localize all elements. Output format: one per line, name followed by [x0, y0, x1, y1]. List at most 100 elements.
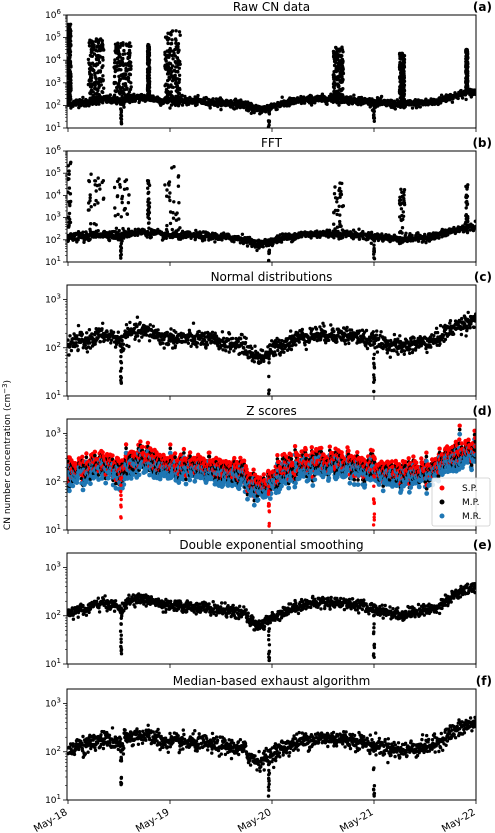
data-point	[120, 194, 125, 199]
data-point	[219, 107, 223, 112]
data-point	[128, 94, 132, 98]
data-point	[97, 183, 102, 187]
data-point	[372, 243, 376, 247]
data-point	[437, 236, 441, 240]
data-point	[115, 68, 120, 72]
data-point	[94, 223, 98, 227]
data-point	[338, 78, 342, 83]
data-point	[242, 346, 246, 350]
data-point	[165, 233, 170, 237]
data-point	[88, 227, 92, 231]
data-point	[213, 331, 217, 335]
data-point	[69, 160, 73, 164]
data-point	[400, 54, 404, 58]
data-point	[357, 227, 361, 231]
data-point	[118, 55, 123, 59]
data-point	[124, 84, 128, 89]
data-point	[125, 69, 129, 73]
data-point	[294, 343, 298, 347]
data-point	[402, 76, 406, 81]
data-point	[266, 241, 271, 246]
data-point	[278, 353, 282, 357]
data-point	[402, 236, 406, 240]
data-point	[89, 50, 94, 55]
data-point	[163, 98, 168, 103]
data-point	[128, 60, 132, 64]
data-point	[375, 96, 380, 100]
data-point	[333, 208, 338, 213]
data-point	[99, 37, 103, 41]
data-point	[116, 99, 121, 104]
data-points	[67, 22, 476, 128]
data-point	[173, 47, 177, 52]
data-point	[211, 97, 215, 101]
data-point	[176, 174, 181, 178]
data-point	[203, 238, 207, 242]
data-point	[123, 52, 127, 56]
data-point	[167, 195, 171, 199]
data-point	[68, 220, 73, 225]
data-point	[166, 41, 170, 46]
data-point	[166, 72, 170, 76]
data-point	[337, 204, 341, 208]
data-point	[113, 42, 118, 46]
data-point	[168, 191, 172, 195]
y-tick-label: 105	[45, 166, 61, 179]
data-point	[119, 249, 123, 254]
data-point	[400, 213, 404, 218]
axes-frame	[66, 14, 477, 129]
data-point	[149, 235, 153, 239]
data-point	[101, 179, 106, 183]
data-point	[399, 207, 404, 211]
data-point	[112, 65, 116, 70]
data-point	[335, 212, 339, 217]
data-point	[267, 258, 271, 262]
data-point	[473, 91, 476, 95]
data-point	[240, 232, 245, 236]
data-point	[332, 70, 336, 74]
data-point	[112, 185, 117, 190]
data-point	[267, 123, 271, 127]
data-point	[169, 33, 173, 37]
data-point	[170, 166, 174, 170]
data-point	[120, 200, 124, 205]
data-point	[95, 87, 100, 92]
data-point	[76, 230, 81, 234]
data-point	[97, 45, 101, 49]
data-point	[156, 328, 160, 332]
data-point	[473, 219, 476, 223]
data-point	[204, 346, 208, 350]
data-point	[170, 227, 174, 232]
data-point	[67, 37, 72, 42]
data-point	[465, 219, 470, 223]
data-point	[93, 203, 97, 207]
data-point	[341, 70, 345, 75]
data-point	[146, 76, 150, 81]
data-point	[250, 346, 254, 351]
data-point	[404, 231, 408, 235]
data-point	[146, 191, 150, 196]
y-tick-label: 102	[45, 98, 61, 111]
data-point	[259, 360, 263, 364]
data-point	[333, 93, 338, 97]
data-point	[340, 48, 344, 52]
panel-title: Normal distributions	[211, 270, 333, 284]
data-point	[191, 342, 195, 346]
data-point	[87, 179, 91, 183]
data-point	[147, 83, 151, 87]
data-point	[75, 334, 79, 338]
data-point	[230, 336, 235, 341]
data-point	[252, 110, 256, 115]
data-point	[69, 348, 74, 353]
data-point	[267, 119, 272, 123]
data-point	[340, 88, 344, 92]
y-tick-label: 104	[45, 188, 61, 201]
data-point	[88, 199, 92, 203]
data-point	[146, 209, 151, 213]
data-point	[193, 337, 197, 341]
data-point	[335, 196, 339, 201]
data-point	[88, 193, 92, 197]
data-point	[138, 321, 142, 325]
data-point	[335, 225, 340, 229]
